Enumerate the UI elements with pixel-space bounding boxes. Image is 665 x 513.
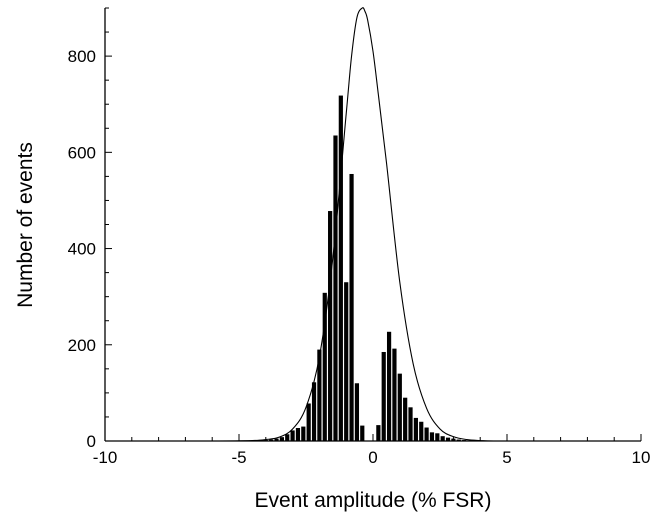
x-tick-label: 0 <box>368 448 377 467</box>
histogram-bar <box>349 173 354 442</box>
histogram-bar <box>376 425 381 441</box>
histogram-bar <box>333 135 338 442</box>
y-tick-label: 800 <box>68 47 96 66</box>
x-tick-label: -10 <box>93 448 118 467</box>
histogram-bar <box>381 351 386 441</box>
x-axis-title: Event amplitude (% FSR) <box>255 489 492 512</box>
histogram-bar <box>360 425 365 441</box>
y-tick-label: 400 <box>68 240 96 259</box>
histogram-bar <box>301 426 306 441</box>
histogram-bar <box>408 407 413 441</box>
histogram-bar <box>274 438 279 441</box>
histogram-bar <box>397 373 402 441</box>
histogram-bar <box>413 417 418 441</box>
x-tick-label: 5 <box>502 448 511 467</box>
histogram-bar <box>279 437 284 441</box>
histogram-bar <box>435 433 440 441</box>
histogram-bar <box>269 439 274 441</box>
histogram-bar <box>322 292 327 441</box>
y-tick-label: 0 <box>87 432 96 451</box>
histogram-bar <box>306 403 311 441</box>
histogram-bar <box>403 397 408 441</box>
histogram-bar <box>440 436 445 441</box>
histogram-bar <box>338 95 343 441</box>
histogram-bar <box>328 211 333 441</box>
histogram-bar <box>354 383 360 441</box>
histogram-bar <box>344 282 349 441</box>
histogram-bar <box>456 439 461 441</box>
histogram-bar <box>429 432 435 441</box>
x-tick-label: -5 <box>231 448 246 467</box>
gaussian-fit-curve <box>105 7 641 442</box>
histogram-bar <box>290 430 295 441</box>
histogram-bar <box>317 349 322 441</box>
histogram-bar <box>445 437 451 441</box>
histogram-bar <box>295 428 301 441</box>
x-tick-label: 10 <box>632 448 651 467</box>
histogram-bar <box>424 427 429 441</box>
y-tick-label: 200 <box>68 336 96 355</box>
histogram-bar <box>419 421 424 441</box>
histogram-bar <box>285 434 290 441</box>
histogram-bar <box>392 348 397 441</box>
histogram-bar <box>386 331 392 441</box>
y-axis-title: Number of events <box>14 142 37 308</box>
histogram-bar <box>311 382 317 441</box>
y-tick-label: 600 <box>68 143 96 162</box>
